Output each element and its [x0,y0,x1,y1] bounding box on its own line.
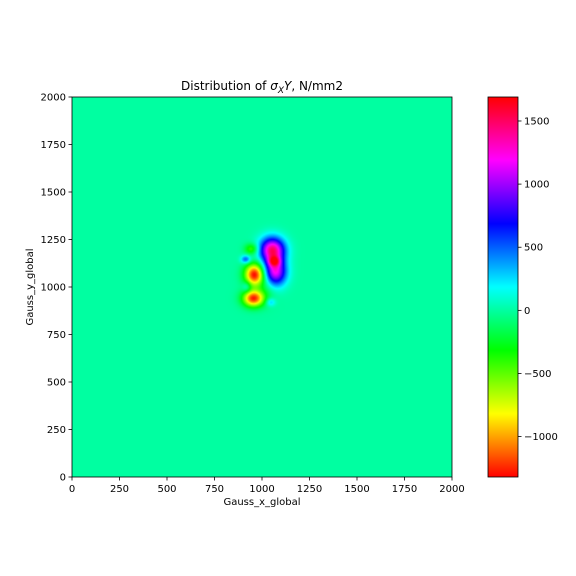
y-tick-label: 2000 [41,93,66,104]
colorbar-ticks: −1000 −500 0 500 1000 1500 [518,116,558,443]
y-tick-label: 750 [47,330,66,341]
x-axis-label: Gauss_x_global [223,497,300,508]
x-axis-ticks: 0 250 500 750 1000 1250 1500 1750 2000 [69,477,465,495]
y-tick-label: 250 [47,425,66,436]
colorbar-tick-label: 1500 [524,116,549,127]
x-tick-label: 1750 [392,484,417,495]
y-tick-label: 1500 [41,188,66,199]
colorbar-canvas [488,97,518,477]
colorbar-tick-label: 500 [524,243,543,254]
x-tick-label: 2000 [439,484,464,495]
colorbar-tick-label: −500 [524,369,551,380]
colorbar-tick-label: −1000 [524,432,558,443]
heatmap-canvas [72,97,452,477]
y-tick-label: 1750 [41,140,66,151]
y-tick-label: 1250 [41,235,66,246]
x-tick-label: 500 [157,484,176,495]
colorbar: −1000 −500 0 500 1000 1500 [487,96,558,478]
heatmap-canvas-holder [72,97,452,477]
colorbar-frame [487,96,519,478]
y-tick-label: 0 [60,473,66,484]
x-tick-label: 1000 [249,484,274,495]
y-axis-label: Gauss_y_global [25,248,36,325]
y-tick-label: 500 [47,378,66,389]
x-tick-label: 1500 [344,484,369,495]
x-tick-label: 250 [110,484,129,495]
colorbar-tick-label: 0 [524,306,530,317]
colorbar-tick-label: 1000 [524,180,549,191]
chart-title: Distribution of σXY, N/mm2 [181,79,343,96]
x-tick-label: 1250 [297,484,322,495]
heatmap-plot-area [71,96,453,478]
colorbar-canvas-holder [488,97,518,477]
y-axis-ticks: 0 250 500 750 1000 1250 1500 1750 2000 [41,93,72,484]
y-tick-label: 1000 [41,283,66,294]
x-tick-label: 0 [69,484,75,495]
x-tick-label: 750 [205,484,224,495]
